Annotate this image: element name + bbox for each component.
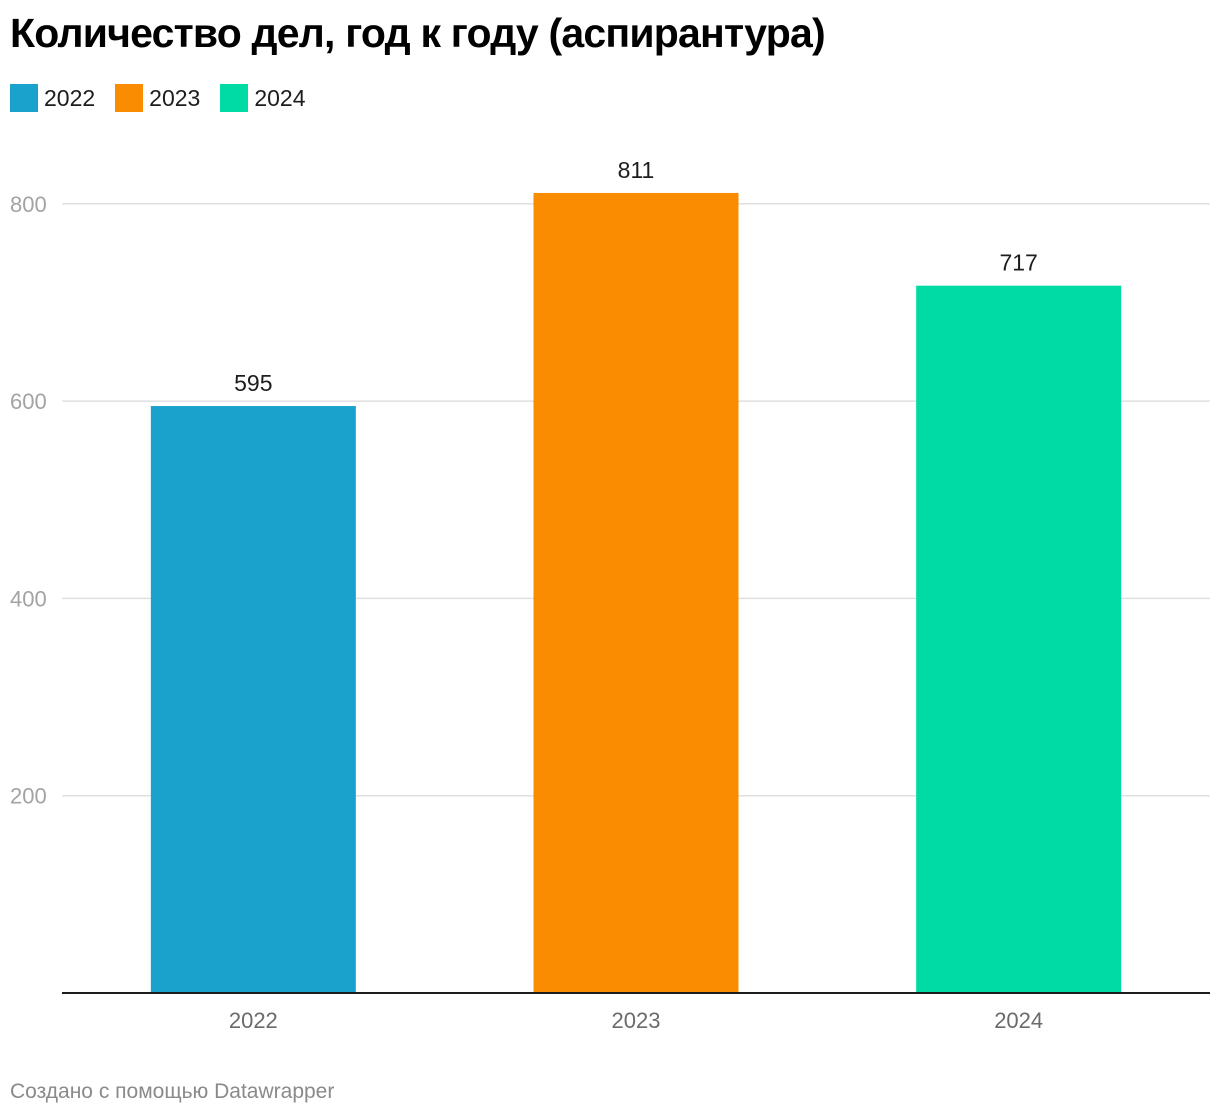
chart-legend: 2022 2023 2024 bbox=[10, 84, 306, 112]
y-tick-label-800: 800 bbox=[10, 192, 47, 217]
legend-label-2022: 2022 bbox=[44, 84, 96, 111]
legend-label-2023: 2023 bbox=[149, 84, 201, 111]
bar-value-label-2022: 595 bbox=[234, 370, 272, 396]
legend-swatch-2023 bbox=[115, 84, 144, 112]
y-tick-label-400: 400 bbox=[10, 586, 47, 611]
legend-item-2023: 2023 bbox=[115, 84, 200, 112]
y-tick-label-200: 200 bbox=[10, 784, 47, 809]
legend-item-2022: 2022 bbox=[10, 84, 95, 112]
legend-item-2024: 2024 bbox=[220, 84, 306, 112]
chart-title: Количество дел, год к году (аспирантура) bbox=[10, 10, 826, 56]
legend-swatch-2022 bbox=[10, 84, 38, 112]
x-tick-label-2023: 2023 bbox=[612, 1008, 661, 1033]
bar-2022 bbox=[150, 406, 356, 994]
x-tick-label-2022: 2022 bbox=[229, 1008, 278, 1033]
bar-value-label-2023: 811 bbox=[618, 157, 655, 183]
x-tick-label-2024: 2024 bbox=[994, 1008, 1043, 1033]
footer-credit: Создано с помощью Datawrapper bbox=[10, 1080, 335, 1103]
bar-2023 bbox=[533, 192, 739, 994]
y-tick-label-600: 600 bbox=[10, 389, 47, 414]
legend-swatch-2024 bbox=[220, 84, 249, 112]
bar-value-label-2024: 717 bbox=[999, 250, 1037, 276]
bar-2024 bbox=[916, 285, 1122, 993]
legend-label-2024: 2024 bbox=[254, 84, 306, 111]
